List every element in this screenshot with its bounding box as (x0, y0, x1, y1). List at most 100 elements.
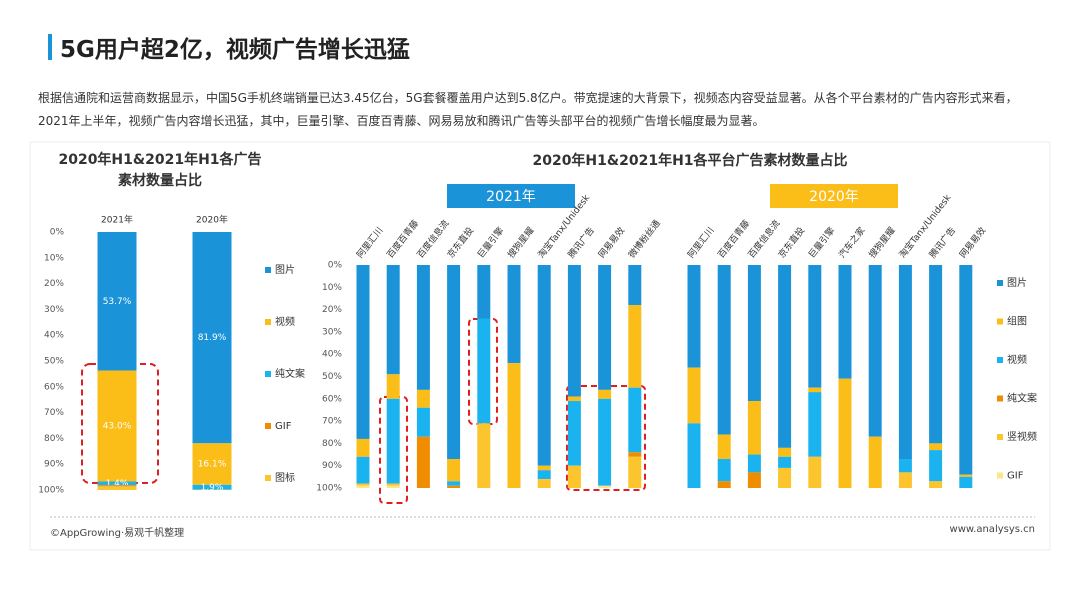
bar-segment (507, 363, 521, 488)
legend-label: 视频 (1007, 353, 1027, 366)
x-tick-label: 淘宝Tanx/Unidesk (896, 191, 954, 260)
bar-segment (356, 438, 370, 457)
bar-segment (192, 484, 232, 490)
legend-label: 组图 (1007, 315, 1027, 328)
bar-segment (747, 472, 761, 488)
legend-label: 图片 (275, 263, 295, 276)
legend-swatch (265, 371, 271, 377)
bar-segment (687, 265, 701, 368)
bar-segment (97, 481, 137, 486)
bar-segment (447, 459, 461, 482)
value-label: 43.0% (103, 422, 132, 432)
bar-segment (808, 265, 822, 388)
bar-segment (838, 378, 852, 488)
y-tick-label: 40% (44, 331, 64, 341)
value-label: 53.7% (103, 297, 132, 307)
bar-segment (717, 459, 731, 482)
bar-segment (598, 398, 612, 486)
bar-segment (507, 265, 521, 364)
bar-segment (97, 485, 137, 487)
x-tick-label: 网易易效 (595, 225, 627, 261)
bar-segment (356, 265, 370, 439)
bar-segment (386, 374, 400, 399)
legend-swatch (997, 395, 1003, 402)
bar-segment (356, 483, 370, 486)
bar-segment (929, 450, 943, 482)
bar-segment (567, 401, 581, 466)
y-tick-label: 50% (322, 372, 342, 382)
y-tick-label: 20% (44, 279, 64, 289)
bar-segment (356, 456, 370, 484)
bar-segment (628, 452, 642, 457)
site-note: www.analysys.cn (949, 524, 1035, 535)
bar-segment (628, 456, 642, 488)
y-tick-label: 90% (44, 460, 64, 470)
x-tick-label: 京东直投 (775, 225, 807, 261)
x-tick-label: 京东直投 (444, 225, 476, 261)
highlight-box (379, 396, 408, 504)
bar-segment (97, 486, 137, 490)
bar-segment (537, 470, 551, 480)
value-label: 1.4% (106, 479, 129, 489)
group-header-label: 2021年 (486, 189, 536, 205)
bar-segment (192, 232, 232, 444)
chart-title: 2020年H1&2021年H1各广告 素材数量占比 (58, 152, 262, 189)
y-tick-label: 60% (44, 382, 64, 392)
bar-segment (447, 485, 461, 488)
bar-segment (537, 479, 551, 488)
bar-segment (356, 485, 370, 488)
legend-swatch (997, 357, 1003, 363)
description: 根据信通院和运营商数据显示，中国5G手机终端销量已达3.45亿台，5G套餐覆盖用… (38, 91, 1018, 128)
value-label: 16.1% (198, 460, 227, 470)
x-tick-label: 搜狗星耀 (866, 225, 898, 261)
y-tick-label: 100% (316, 484, 342, 494)
x-tick-label: 2021年 (101, 214, 133, 226)
bar-segment (477, 423, 491, 488)
group-header-label: 2020年 (809, 189, 859, 205)
y-tick-label: 70% (322, 417, 342, 427)
bar-segment (97, 232, 137, 371)
source-note: ©AppGrowing·易观千帆整理 (50, 528, 185, 539)
y-tick-label: 30% (322, 327, 342, 337)
bar-segment (447, 265, 461, 460)
bar-segment (929, 481, 943, 488)
legend-swatch (265, 267, 271, 273)
bar-segment (567, 396, 581, 402)
bar-segment (386, 398, 400, 484)
bar-segment (929, 443, 943, 451)
bar-segment (477, 318, 491, 424)
y-tick-label: 40% (322, 350, 342, 360)
bar-segment (868, 436, 882, 488)
bar-segment (929, 265, 943, 444)
y-tick-label: 10% (44, 253, 64, 263)
bar-segment (747, 454, 761, 473)
x-tick-label: 微博粉丝通 (626, 218, 663, 261)
x-tick-label: 2020年 (196, 214, 228, 226)
legend-swatch (265, 319, 271, 325)
y-tick-label: 100% (38, 486, 64, 496)
bar-segment (898, 265, 912, 460)
bar-segment (959, 265, 973, 475)
legend-label: 纯文案 (275, 367, 305, 380)
bar-segment (628, 265, 642, 306)
legend-swatch (997, 472, 1003, 479)
bar-segment (747, 401, 761, 455)
bar-segment (778, 456, 792, 468)
bar-segment (567, 265, 581, 397)
y-tick-label: 80% (322, 439, 342, 449)
legend-label: 图片 (1007, 276, 1027, 289)
x-tick-label: 腾讯广告 (926, 225, 958, 261)
x-tick-label: 网易易效 (957, 225, 989, 261)
bar-segment (477, 265, 491, 319)
legend-label: GIF (275, 421, 292, 432)
legend-swatch (997, 318, 1003, 325)
legend-label: 图标 (275, 472, 295, 484)
bar-segment (628, 305, 642, 388)
y-tick-label: 60% (322, 394, 342, 404)
title-accent (48, 34, 52, 60)
bar-segment (416, 436, 430, 488)
bar-segment (717, 434, 731, 460)
x-tick-label: 汽车之家 (836, 225, 868, 261)
bar-segment (778, 265, 792, 448)
